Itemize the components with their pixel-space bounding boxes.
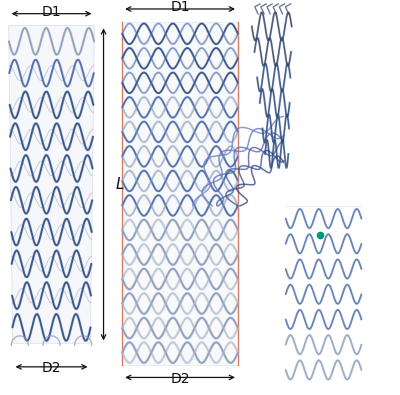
Text: L: L: [116, 177, 124, 192]
Text: D2: D2: [170, 372, 190, 386]
Polygon shape: [9, 25, 94, 343]
Text: D1: D1: [42, 5, 61, 19]
FancyBboxPatch shape: [122, 22, 238, 365]
Text: D2: D2: [42, 361, 61, 376]
Text: D1: D1: [170, 0, 190, 14]
